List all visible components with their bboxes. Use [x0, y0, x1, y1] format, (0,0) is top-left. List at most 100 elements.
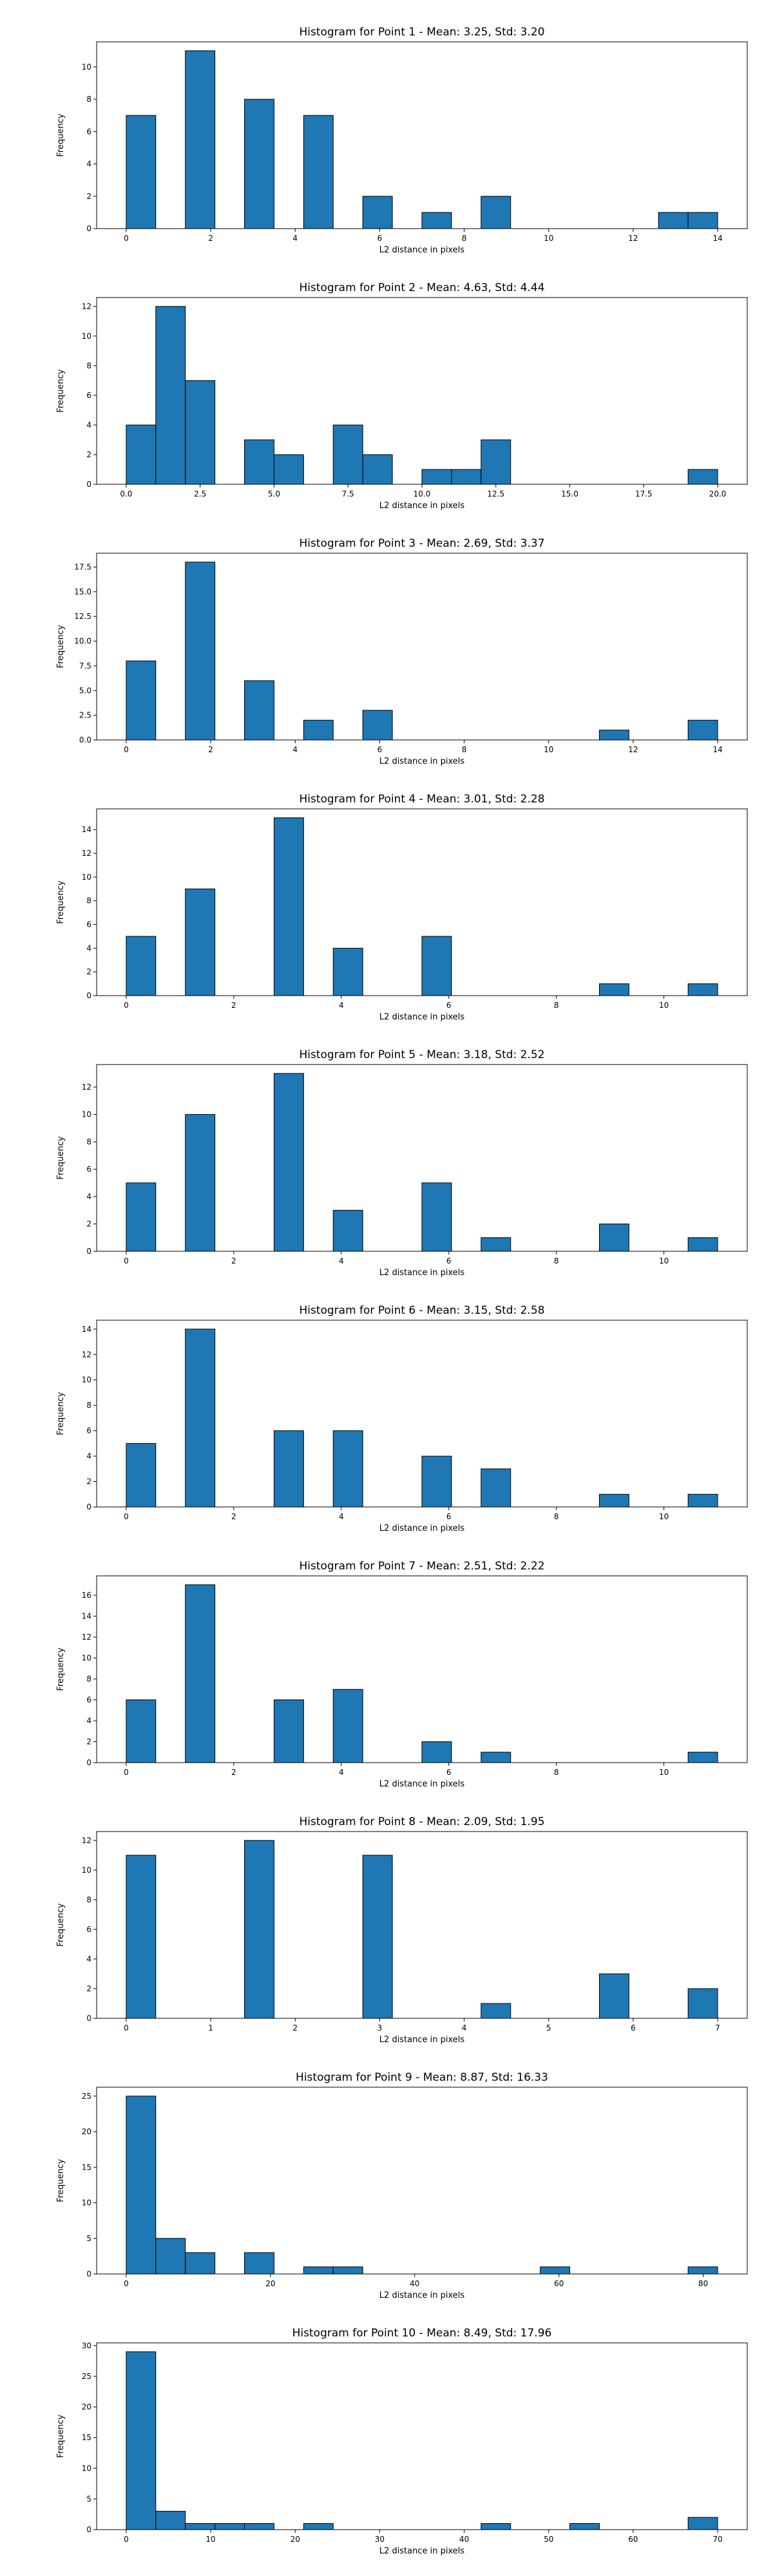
y-tick-label: 12.5	[74, 612, 91, 621]
x-tick-label: 0.0	[120, 489, 132, 498]
plot-frame	[96, 1575, 748, 1763]
x-tick-label: 8	[462, 745, 467, 754]
y-tick-label: 10	[82, 1110, 91, 1119]
y-tick-label: 6	[86, 920, 91, 929]
histogram-bar	[126, 2351, 157, 2530]
histogram-bar	[332, 1430, 363, 1508]
histogram-panel-1: Histogram for Point 1 - Mean: 3.25, Std:…	[56, 26, 748, 255]
x-tick-label: 4	[292, 745, 298, 754]
x-tick-label: 4	[462, 2023, 467, 2032]
x-tick-label: 0	[124, 234, 129, 243]
plot-frame	[96, 553, 748, 741]
histogram-bar	[273, 454, 304, 485]
y-axis-label: Frequency	[56, 1903, 66, 1946]
y-tick-label: 20	[82, 2403, 91, 2412]
x-axis-label: L2 distance in pixels	[379, 245, 465, 255]
y-tick-label: 10	[82, 1376, 91, 1385]
x-tick-label: 6	[377, 234, 383, 243]
chart-title: Histogram for Point 6 - Mean: 3.15, Std:…	[299, 1304, 544, 1317]
histogram-bar	[421, 1741, 452, 1763]
chart-title: Histogram for Point 9 - Mean: 8.87, Std:…	[296, 2071, 548, 2084]
x-tick-label: 17.5	[635, 489, 653, 498]
x-axis-label: L2 distance in pixels	[379, 1268, 465, 1278]
y-tick-label: 7.5	[79, 661, 91, 670]
histogram-bar	[244, 680, 274, 741]
y-tick-label: 4	[86, 421, 91, 430]
x-axis-label: L2 distance in pixels	[379, 1779, 465, 1789]
y-tick-label: 5	[86, 2234, 91, 2243]
x-tick-label: 3	[377, 2023, 383, 2032]
x-tick-label: 0	[124, 2535, 129, 2544]
chart-title: Histogram for Point 10 - Mean: 8.49, Std…	[292, 2327, 552, 2340]
histogram-bar	[540, 2266, 571, 2275]
y-tick-label: 10.0	[74, 637, 91, 646]
histogram-bar	[303, 2523, 334, 2530]
y-tick-label: 25	[82, 2372, 91, 2381]
histogram-bar	[185, 2252, 216, 2275]
histogram-bar	[185, 888, 216, 996]
histogram-bar	[215, 2523, 245, 2530]
x-tick-label: 6	[446, 1001, 452, 1010]
histogram-bar	[481, 1237, 511, 1252]
x-tick-label: 6	[446, 1512, 452, 1521]
histogram-bar	[332, 2266, 363, 2275]
histogram-bar	[244, 99, 274, 229]
x-tick-label: 6	[446, 1256, 452, 1265]
histogram-bar	[126, 936, 157, 996]
x-tick-label: 1	[208, 2023, 213, 2032]
y-tick-label: 8	[86, 1137, 91, 1146]
x-tick-label: 6	[631, 2023, 636, 2032]
chart-title: Histogram for Point 3 - Mean: 2.69, Std:…	[299, 537, 544, 550]
plot-frame	[96, 1320, 748, 1508]
x-tick-label: 10	[659, 1001, 669, 1010]
x-tick-label: 60	[628, 2535, 638, 2544]
y-axis-label: Frequency	[56, 625, 66, 668]
y-tick-label: 5.0	[79, 686, 91, 695]
x-tick-label: 0	[124, 1001, 129, 1010]
histogram-bar	[481, 1752, 511, 1763]
x-tick-label: 12.5	[487, 489, 504, 498]
histogram-bar	[244, 2252, 274, 2275]
x-tick-label: 2	[231, 1512, 236, 1521]
y-tick-label: 2	[86, 967, 91, 976]
y-tick-label: 20	[82, 2127, 91, 2136]
y-tick-label: 4	[86, 1452, 91, 1461]
histogram-bar	[421, 936, 452, 996]
histogram-panel-6: Histogram for Point 6 - Mean: 3.15, Std:…	[56, 1304, 748, 1533]
x-axis-label: L2 distance in pixels	[379, 2035, 465, 2045]
x-tick-label: 4	[339, 1512, 344, 1521]
histogram-bar	[421, 469, 452, 485]
histogram-bar	[598, 983, 629, 996]
x-axis-label: L2 distance in pixels	[379, 2546, 465, 2556]
x-tick-label: 10	[659, 1512, 669, 1521]
x-tick-label: 2	[231, 1768, 236, 1777]
x-tick-label: 0	[124, 2023, 129, 2032]
histogram-bar	[598, 1493, 629, 1508]
x-tick-label: 4	[339, 1256, 344, 1265]
histogram-bar	[481, 2003, 511, 2019]
histogram-bar	[185, 1114, 216, 1252]
histogram-bar	[687, 1752, 718, 1763]
histogram-bar	[185, 2523, 216, 2530]
y-tick-label: 6	[86, 1696, 91, 1705]
y-tick-label: 6	[86, 127, 91, 136]
y-tick-label: 8	[86, 896, 91, 905]
y-tick-label: 0	[86, 224, 91, 233]
chart-title: Histogram for Point 8 - Mean: 2.09, Std:…	[299, 1815, 544, 1828]
histogram-bar	[273, 817, 304, 996]
histogram-bar	[185, 1584, 216, 1763]
histogram-bar	[244, 1840, 274, 2019]
y-tick-label: 4	[86, 1192, 91, 1201]
histogram-bar	[362, 1855, 393, 2019]
histogram-bar	[273, 1430, 304, 1508]
plot-frame	[96, 1831, 748, 2019]
y-axis-label: Frequency	[56, 2414, 66, 2458]
x-tick-label: 12	[628, 745, 638, 754]
y-tick-label: 4	[86, 1716, 91, 1725]
x-tick-label: 2	[231, 1256, 236, 1265]
x-tick-label: 14	[712, 745, 722, 754]
x-tick-label: 8	[554, 1768, 559, 1777]
histogram-panel-9: Histogram for Point 9 - Mean: 8.87, Std:…	[56, 2071, 748, 2300]
x-tick-label: 4	[292, 234, 298, 243]
